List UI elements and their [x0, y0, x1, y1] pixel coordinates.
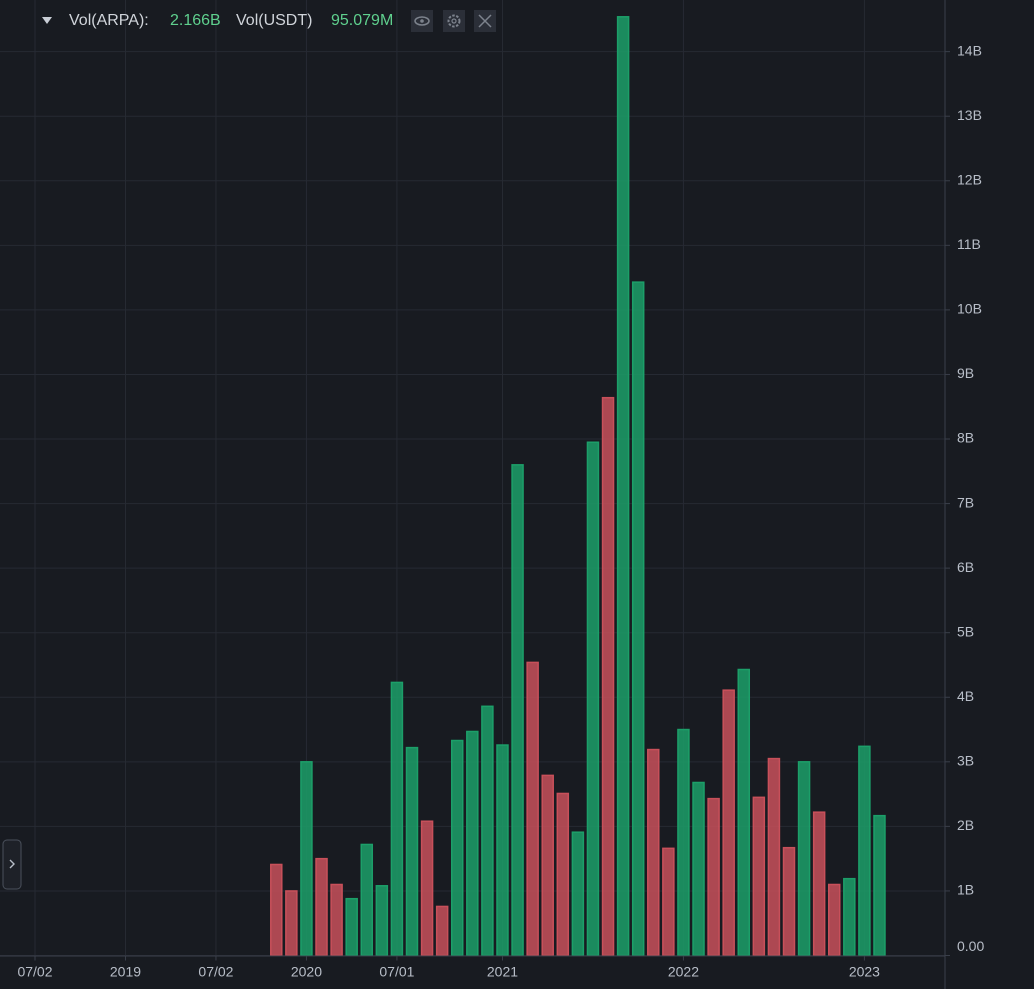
bar	[390, 681, 404, 957]
close-icon	[478, 14, 492, 28]
y-tick-label: 1B	[957, 882, 974, 898]
volume-value: 2.166B	[170, 12, 221, 29]
bar	[270, 863, 283, 957]
volume-label: Vol(ARPA):	[69, 12, 149, 29]
y-tick-label: 13B	[957, 107, 982, 123]
bar	[435, 905, 449, 957]
bar-layer	[270, 16, 886, 957]
y-tick-label: 9B	[957, 365, 974, 381]
bar	[420, 820, 434, 957]
y-tick-label: 5B	[957, 623, 974, 639]
bar	[677, 728, 690, 957]
y-tick-label: 3B	[957, 753, 974, 769]
settings-button[interactable]	[443, 10, 465, 32]
settings-icon	[447, 14, 461, 28]
y-tick-label: 7B	[957, 494, 974, 510]
y-tick-label: 4B	[957, 688, 974, 704]
y-tick-label: 11B	[957, 236, 981, 252]
tick-layer: 0.00 1B 2B 3B 4B 5B 6B 7B 8B 9B 10B 11B 12B 13B 14B 07/…	[17, 42, 984, 979]
x-tick-label: 2023	[849, 964, 880, 980]
bar	[511, 464, 524, 957]
eye-icon	[420, 19, 424, 23]
volume-value: 95.079M	[331, 12, 393, 29]
bar	[330, 883, 343, 957]
bar	[692, 781, 705, 957]
bar	[858, 745, 871, 957]
side-panel-toggle[interactable]	[2, 839, 22, 890]
bar	[722, 689, 735, 957]
bar	[526, 661, 539, 957]
eye-icon	[414, 16, 430, 26]
y-tick-label: 12B	[957, 171, 982, 187]
bar	[360, 843, 374, 957]
bar	[782, 846, 796, 957]
y-tick-label: 0.00	[957, 938, 984, 954]
bar	[797, 761, 811, 957]
bar	[466, 730, 479, 957]
bar	[315, 857, 328, 957]
x-tick-label: 2021	[487, 964, 518, 980]
volume-label: Vol(USDT)	[236, 12, 312, 29]
bar	[405, 746, 419, 957]
bar	[662, 847, 675, 957]
bar	[616, 16, 630, 957]
bar	[631, 281, 645, 957]
x-tick-label: 07/02	[198, 964, 233, 980]
bar	[571, 831, 585, 957]
x-tick-label: 07/01	[379, 964, 414, 980]
bar	[450, 739, 464, 957]
y-tick-label: 10B	[957, 301, 982, 317]
bar	[586, 441, 600, 957]
bar	[707, 797, 720, 957]
bar	[285, 890, 298, 957]
bar	[827, 883, 841, 957]
x-tick-label: 2022	[668, 964, 699, 980]
bar	[300, 761, 313, 957]
y-tick-label: 8B	[957, 430, 974, 446]
bar	[496, 744, 509, 957]
bar	[843, 877, 856, 957]
bar	[647, 748, 660, 957]
bar	[767, 757, 781, 957]
x-tick-label: 07/02	[17, 964, 52, 980]
bar	[541, 774, 554, 957]
y-tick-label: 14B	[957, 42, 982, 58]
bar	[737, 668, 751, 957]
y-tick-label: 6B	[957, 559, 974, 575]
bar	[812, 811, 826, 957]
bar	[375, 885, 389, 957]
settings-icon	[451, 18, 457, 24]
side-panel-arrow	[9, 859, 15, 869]
bar	[345, 897, 358, 957]
y-tick-label: 2B	[957, 817, 974, 833]
bar	[556, 792, 570, 957]
x-tick-label: 2019	[110, 964, 141, 980]
collapse-arrow[interactable]	[42, 17, 52, 24]
bar	[873, 814, 886, 957]
x-tick-label: 2020	[291, 964, 322, 980]
bar	[601, 396, 615, 957]
bar	[481, 705, 494, 957]
bar	[752, 796, 766, 957]
